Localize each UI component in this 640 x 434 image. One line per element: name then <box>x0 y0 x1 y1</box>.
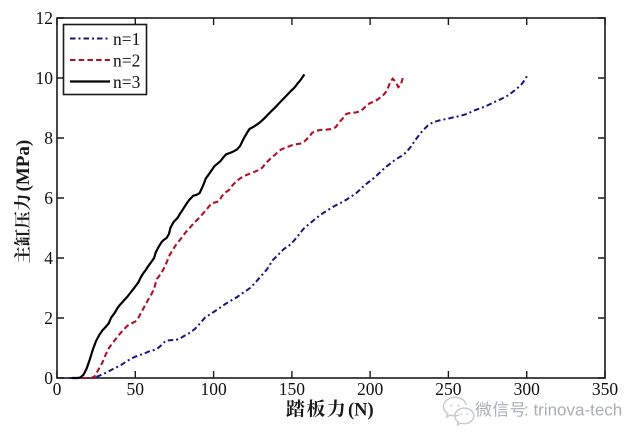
svg-text:200: 200 <box>357 379 384 399</box>
svg-text:(MPa): (MPa) <box>13 140 34 192</box>
svg-text:250: 250 <box>435 379 462 399</box>
svg-text:n=2: n=2 <box>113 51 140 71</box>
svg-text:4: 4 <box>44 248 53 268</box>
svg-text:: trinova-tech: : trinova-tech <box>524 401 622 420</box>
svg-text:10: 10 <box>36 68 54 88</box>
svg-text:0: 0 <box>53 379 62 399</box>
svg-text:n=1: n=1 <box>113 29 140 49</box>
svg-text:12: 12 <box>36 8 54 28</box>
svg-text:50: 50 <box>127 379 145 399</box>
svg-text:n=3: n=3 <box>113 72 141 92</box>
svg-text:2: 2 <box>44 308 53 328</box>
svg-text:6: 6 <box>44 188 53 208</box>
svg-text:350: 350 <box>592 379 619 399</box>
svg-text:300: 300 <box>514 379 541 399</box>
svg-text:(N): (N) <box>348 401 374 421</box>
svg-text:150: 150 <box>279 379 306 399</box>
svg-text:100: 100 <box>200 379 227 399</box>
svg-text:8: 8 <box>44 128 53 148</box>
svg-text:0: 0 <box>44 368 53 388</box>
